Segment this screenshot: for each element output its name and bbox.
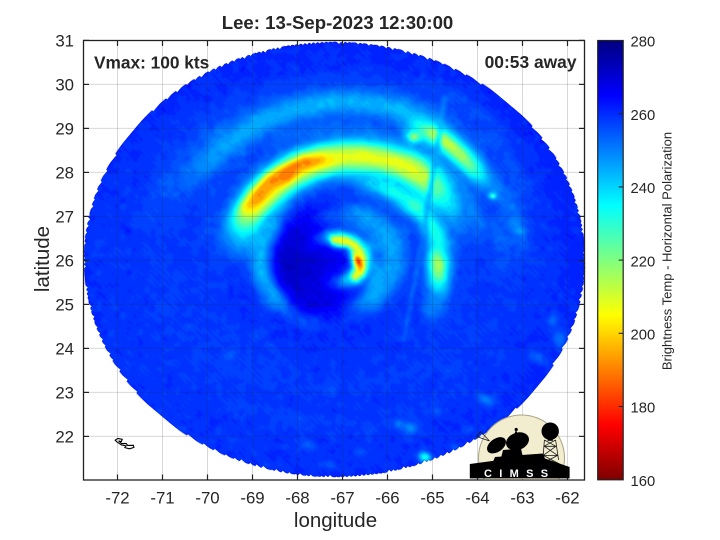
svg-text:22: 22 bbox=[55, 427, 74, 446]
svg-text:280: 280 bbox=[631, 35, 656, 51]
svg-text:-72: -72 bbox=[105, 489, 129, 508]
svg-text:160: 160 bbox=[631, 474, 656, 490]
svg-text:26: 26 bbox=[55, 251, 74, 270]
svg-text:28: 28 bbox=[55, 163, 74, 182]
svg-text:31: 31 bbox=[55, 31, 74, 50]
svg-text:-69: -69 bbox=[240, 489, 264, 508]
svg-text:24: 24 bbox=[55, 339, 74, 358]
svg-text:180: 180 bbox=[631, 401, 656, 417]
svg-text:CIMSS: CIMSS bbox=[484, 468, 555, 480]
svg-text:Vmax: 100 kts: Vmax: 100 kts bbox=[94, 53, 209, 73]
svg-text:-63: -63 bbox=[510, 489, 534, 508]
svg-text:00:53 away: 00:53 away bbox=[485, 52, 577, 72]
svg-text:-66: -66 bbox=[375, 489, 399, 508]
svg-text:Lee: 13-Sep-2023 12:30:00: Lee: 13-Sep-2023 12:30:00 bbox=[222, 12, 454, 33]
svg-text:220: 220 bbox=[631, 254, 656, 270]
svg-text:longitude: longitude bbox=[294, 509, 377, 532]
svg-text:-62: -62 bbox=[555, 489, 579, 508]
svg-text:30: 30 bbox=[55, 75, 74, 94]
svg-text:-67: -67 bbox=[330, 489, 354, 508]
svg-text:25: 25 bbox=[55, 295, 74, 314]
svg-text:latitude: latitude bbox=[31, 226, 54, 292]
svg-text:-71: -71 bbox=[150, 489, 174, 508]
svg-text:-65: -65 bbox=[420, 489, 444, 508]
svg-text:-70: -70 bbox=[195, 489, 219, 508]
svg-text:29: 29 bbox=[55, 119, 74, 138]
svg-text:260: 260 bbox=[631, 108, 656, 124]
svg-text:200: 200 bbox=[631, 328, 656, 344]
svg-text:-68: -68 bbox=[285, 489, 309, 508]
svg-text:-64: -64 bbox=[465, 489, 489, 508]
svg-text:Brightness Temp - Horizontal P: Brightness Temp - Horizontal Polarizatio… bbox=[660, 132, 675, 370]
svg-text:23: 23 bbox=[55, 383, 74, 402]
svg-text:27: 27 bbox=[55, 207, 74, 226]
svg-text:240: 240 bbox=[631, 181, 656, 197]
